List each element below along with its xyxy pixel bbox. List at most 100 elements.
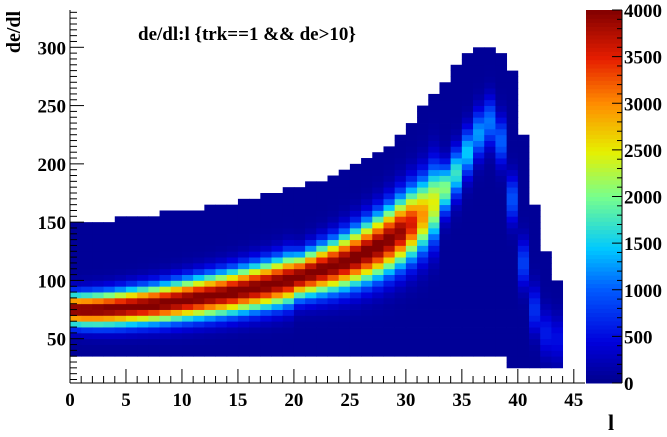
heatmap-cell (506, 245, 519, 252)
heatmap-cell (170, 222, 183, 229)
colorbar-segment (586, 341, 622, 347)
heatmap-cell (428, 257, 440, 264)
heatmap-cell (428, 216, 440, 223)
heatmap-cell (517, 350, 530, 357)
heatmap-cell (517, 280, 530, 287)
heatmap-cell (394, 297, 407, 305)
heatmap-cell (282, 227, 295, 235)
colorbar-segment (586, 374, 622, 380)
heatmap-cell (249, 245, 261, 252)
heatmap-cell (517, 187, 530, 194)
heatmap-cell (484, 262, 496, 270)
colorbar-segment (586, 109, 622, 115)
heatmap-cell (271, 332, 284, 340)
heatmap-cell (540, 362, 552, 369)
heatmap-cell (92, 344, 104, 351)
heatmap-cell (450, 93, 463, 101)
heatmap-cell (450, 303, 463, 310)
heatmap-cell (450, 251, 463, 258)
heatmap-cell (394, 303, 407, 310)
heatmap-cell (473, 315, 485, 322)
heatmap-cell (405, 338, 418, 345)
heatmap-cell (540, 297, 552, 305)
heatmap-cell (92, 297, 104, 305)
heatmap-cell (70, 286, 82, 293)
heatmap-cell (361, 181, 373, 188)
heatmap-cell (361, 257, 373, 264)
heatmap-cell (484, 117, 496, 124)
heatmap-cell (394, 350, 407, 357)
heatmap-cell (417, 140, 429, 147)
heatmap-cell (372, 251, 384, 258)
heatmap-cell (125, 227, 138, 235)
heatmap-cell (282, 262, 295, 270)
heatmap-cell (271, 227, 284, 235)
heatmap-cell (405, 227, 418, 235)
heatmap-cell (125, 286, 138, 293)
heatmap-cell (193, 303, 205, 310)
heatmap-cell (361, 309, 373, 316)
heatmap-cell (405, 332, 418, 340)
heatmap-cell (484, 204, 496, 211)
heatmap-cell (495, 309, 508, 316)
heatmap-cell (551, 356, 564, 363)
colorbar-segment (586, 370, 622, 376)
heatmap-cell (461, 117, 474, 124)
heatmap-cell (529, 362, 541, 369)
heatmap-cell (450, 140, 463, 147)
heatmap-cell (417, 239, 429, 246)
heatmap-cell (305, 350, 317, 357)
heatmap-cell (473, 233, 485, 241)
heatmap-cell (260, 210, 272, 217)
heatmap-cell (170, 309, 183, 316)
heatmap-cell (461, 123, 474, 130)
heatmap-cell (249, 262, 261, 270)
colorbar-segment (586, 246, 622, 251)
heatmap-cell (473, 216, 485, 223)
heatmap-cell (282, 332, 295, 340)
heatmap-cell (92, 274, 104, 281)
colorbar-segment (586, 97, 622, 102)
heatmap-cell (170, 210, 183, 217)
heatmap-cell (282, 303, 295, 310)
heatmap-cell (361, 268, 373, 275)
heatmap-cell (125, 257, 138, 264)
heatmap-cell (495, 134, 508, 141)
heatmap-cell (305, 292, 317, 299)
heatmap-cell (81, 338, 93, 345)
heatmap-cell (193, 257, 205, 264)
heatmap-cell (461, 140, 474, 147)
heatmap-cell (148, 262, 160, 270)
colorbar-segment (586, 333, 622, 338)
heatmap-cell (282, 239, 295, 246)
heatmap-cell (137, 233, 149, 241)
heatmap-cell (450, 88, 463, 95)
heatmap-cell (338, 332, 351, 340)
heatmap-cell (92, 257, 104, 264)
heatmap-cell (506, 332, 519, 340)
colorbar-tick-label: 2000 (624, 188, 662, 209)
heatmap-cell (293, 227, 306, 235)
heatmap-cell (282, 233, 295, 241)
heatmap-cell (181, 321, 194, 328)
heatmap-cell (405, 210, 418, 217)
heatmap-cell (305, 327, 317, 334)
heatmap-cell (473, 134, 485, 141)
heatmap-cell (372, 321, 384, 328)
heatmap-cell (70, 350, 82, 357)
heatmap-cell (405, 274, 418, 281)
heatmap-cell (282, 257, 295, 264)
heatmap-cell (260, 262, 272, 270)
heatmap-cell (282, 245, 295, 252)
heatmap-cell (215, 338, 228, 345)
heatmap-cell (204, 204, 216, 211)
heatmap-cell (260, 344, 272, 351)
heatmap-cell (394, 140, 407, 147)
heatmap-cell (417, 175, 429, 182)
heatmap-cell (473, 239, 485, 246)
heatmap-cell (461, 105, 474, 112)
heatmap-cell (484, 268, 496, 275)
heatmap-cell (394, 286, 407, 293)
heatmap-cell (193, 274, 205, 281)
heatmap-cell (517, 198, 530, 206)
